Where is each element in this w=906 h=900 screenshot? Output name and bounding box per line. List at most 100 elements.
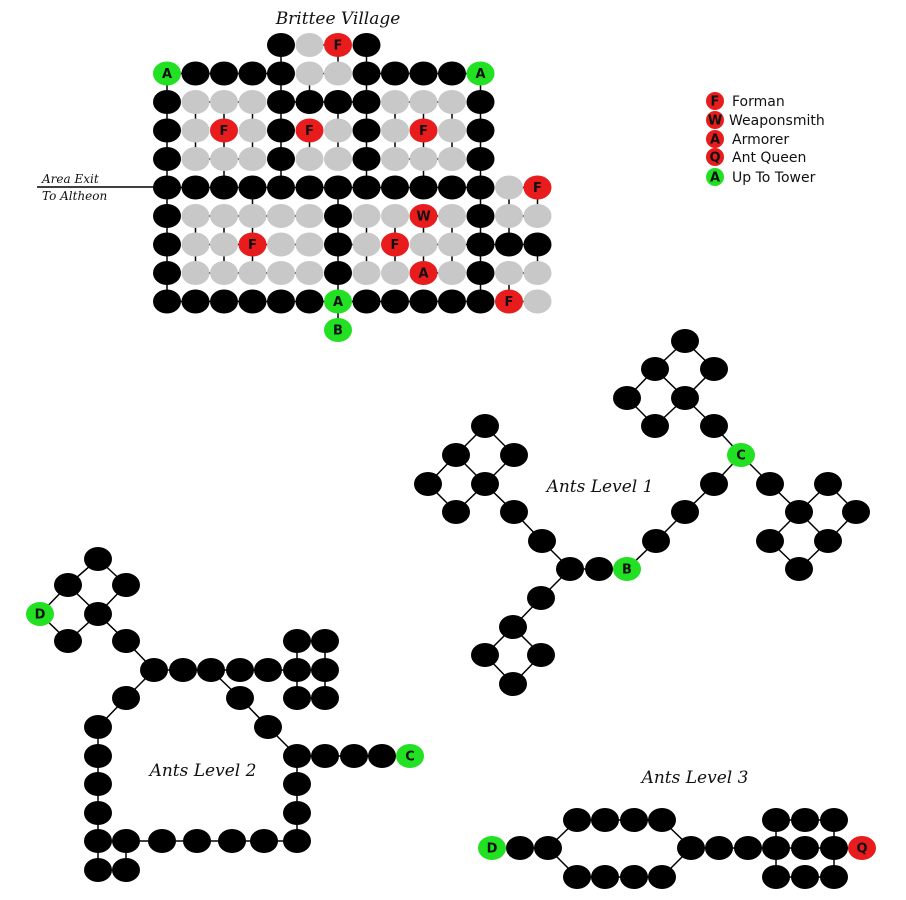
room-node: [352, 33, 381, 57]
svg-text:F: F: [248, 238, 257, 253]
svg-text:F: F: [334, 39, 343, 54]
room-node: [324, 261, 352, 285]
inactive-room-node: [181, 204, 210, 228]
inactive-room-node: [181, 147, 210, 171]
svg-text:B: B: [333, 324, 343, 339]
room-node: [352, 118, 381, 143]
weaponsmith-node: W: [409, 204, 438, 228]
room-node: [648, 865, 676, 889]
svg-text:D: D: [487, 842, 498, 857]
room-node: [153, 147, 181, 171]
area-exit-label: Area Exit: [41, 172, 99, 186]
svg-text:F: F: [533, 181, 542, 196]
room-node: [226, 658, 254, 682]
room-node: [785, 500, 813, 524]
forman-node: F: [523, 175, 552, 200]
room-node: [238, 61, 267, 86]
room-node: [84, 829, 112, 853]
ant-queen-node: Q: [848, 836, 876, 860]
room-node: [352, 175, 381, 200]
svg-text:F: F: [391, 238, 400, 253]
room-node: [238, 289, 267, 314]
room-node: [466, 147, 495, 171]
room-node: [311, 744, 339, 768]
room-node: [563, 865, 591, 889]
room-node: [471, 472, 499, 496]
room-node: [438, 61, 466, 86]
room-node: [267, 147, 295, 171]
room-node: [181, 289, 210, 314]
tower-portal-node: A: [153, 61, 181, 86]
room-node: [495, 232, 523, 257]
inactive-room-node: [324, 118, 352, 143]
inactive-room-node: [238, 90, 267, 114]
legend-letter: F: [711, 95, 720, 110]
room-node: [283, 744, 311, 768]
tower-portal-node: A: [324, 289, 352, 314]
room-node: [734, 836, 762, 860]
portal-c-node: C: [727, 443, 755, 467]
room-node: [471, 414, 499, 438]
room-node: [250, 829, 278, 853]
room-node: [169, 658, 197, 682]
room-node: [210, 61, 238, 86]
inactive-room-node: [181, 90, 210, 114]
inactive-room-node: [438, 118, 466, 143]
room-node: [466, 204, 495, 228]
portal-d-node: D: [478, 836, 506, 860]
room-node: [295, 175, 324, 200]
room-node: [148, 829, 176, 853]
room-node: [254, 658, 282, 682]
room-node: [820, 836, 848, 860]
room-node: [295, 90, 324, 114]
room-node: [466, 90, 495, 114]
legend-marker-icon: [706, 168, 724, 186]
legend-item: W Weaponsmith: [706, 111, 825, 129]
room-node: [254, 715, 282, 739]
inactive-room-node: [267, 261, 295, 285]
room-node: [820, 865, 848, 889]
room-node: [466, 118, 495, 143]
forman-node: F: [238, 232, 267, 257]
room-node: [756, 529, 784, 553]
inactive-room-node: [381, 118, 409, 143]
svg-text:F: F: [505, 295, 514, 310]
room-node: [153, 118, 181, 143]
room-node: [523, 232, 552, 257]
inactive-room-node: [295, 232, 324, 257]
legend-item: F Forman: [706, 92, 785, 110]
legend-marker-icon: [706, 148, 724, 166]
room-node: [820, 808, 848, 832]
room-node: [84, 715, 112, 739]
inactive-room-node: [267, 204, 295, 228]
room-node: [54, 629, 82, 653]
inactive-room-node: [523, 261, 552, 285]
room-node: [466, 261, 495, 285]
room-node: [500, 443, 528, 467]
room-node: [700, 472, 728, 496]
svg-text:Q: Q: [856, 842, 867, 857]
room-node: [324, 204, 352, 228]
room-node: [352, 90, 381, 114]
room-node: [238, 175, 267, 200]
room-node: [112, 829, 140, 853]
room-node: [84, 744, 112, 768]
inactive-room-node: [409, 90, 438, 114]
inactive-room-node: [381, 90, 409, 114]
svg-text:B: B: [622, 563, 632, 578]
inactive-room-node: [210, 261, 238, 285]
legend-letter: A: [710, 133, 720, 148]
inactive-room-node: [381, 147, 409, 171]
room-node: [677, 836, 705, 860]
inactive-room-node: [438, 147, 466, 171]
room-node: [585, 557, 613, 581]
legend-item: A Armorer: [706, 130, 789, 148]
inactive-room-node: [438, 204, 466, 228]
room-node: [762, 865, 790, 889]
room-node: [267, 175, 295, 200]
inactive-room-node: [495, 204, 523, 228]
legend-marker-icon: [706, 111, 724, 129]
legend-label: Up To Tower: [732, 170, 816, 186]
room-node: [438, 175, 466, 200]
